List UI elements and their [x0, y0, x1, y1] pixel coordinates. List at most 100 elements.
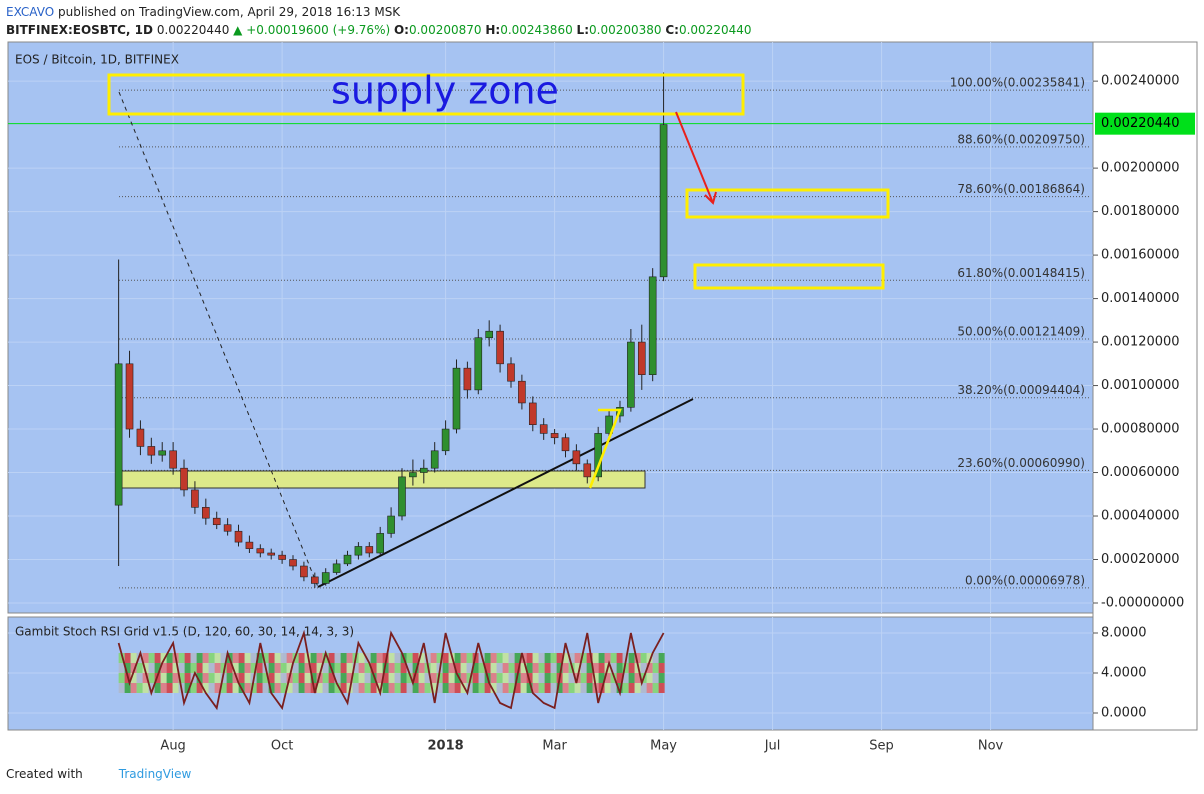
heat-cell: [382, 683, 389, 693]
heat-cell: [388, 683, 395, 693]
heat-cell: [196, 683, 203, 693]
heat-cell: [520, 673, 527, 683]
heat-cell: [484, 683, 491, 693]
heat-cell: [598, 653, 605, 663]
heat-cell: [352, 663, 359, 673]
heat-cell: [436, 673, 443, 683]
heat-cell: [532, 653, 539, 663]
y-tick-label: 0.00140000: [1101, 291, 1180, 306]
heat-cell: [202, 653, 209, 663]
y-tick-label: 0.00040000: [1101, 509, 1180, 524]
heat-cell: [400, 683, 407, 693]
heat-cell: [442, 673, 449, 683]
heat-cell: [370, 663, 377, 673]
heat-cell: [388, 653, 395, 663]
heat-cell: [640, 663, 647, 673]
heat-cell: [172, 683, 179, 693]
heat-cell: [298, 683, 305, 693]
heat-cell: [376, 663, 383, 673]
y-tick-label: 0.00160000: [1101, 248, 1180, 263]
heat-cell: [442, 653, 449, 663]
heat-cell: [316, 683, 323, 693]
candle-body: [648, 276, 657, 375]
fib-label: 61.80%(0.00148415): [957, 266, 1085, 280]
heat-cell: [364, 663, 371, 673]
heat-cell: [550, 683, 557, 693]
candle-body: [343, 554, 352, 565]
close: 0.00220440: [678, 23, 752, 37]
heat-cell: [454, 683, 461, 693]
candle-body: [561, 437, 570, 452]
heat-cell: [634, 683, 641, 693]
candle-body: [365, 546, 374, 554]
heat-cell: [376, 653, 383, 663]
heat-cell: [154, 683, 161, 693]
heat-cell: [364, 673, 371, 683]
heat-cell: [262, 653, 269, 663]
heat-cell: [166, 683, 173, 693]
candle-body: [659, 124, 668, 278]
candle-body: [605, 415, 613, 434]
candle-body: [311, 576, 319, 584]
c-label: C:: [665, 23, 679, 37]
x-tick-label: May: [650, 739, 677, 754]
heat-cell: [388, 663, 395, 673]
y-tick-label: 0.00240000: [1101, 74, 1180, 89]
o-label: O:: [393, 23, 409, 37]
footer: Created with TradingView: [6, 767, 191, 781]
heat-cell: [520, 683, 527, 693]
heat-cell: [196, 673, 203, 683]
heat-cell: [358, 683, 365, 693]
heat-cell: [640, 653, 647, 663]
heat-cell: [412, 653, 419, 663]
fib-label: 88.60%(0.00209750): [957, 132, 1085, 146]
heat-cell: [286, 653, 293, 663]
heat-cell: [496, 653, 503, 663]
heat-cell: [124, 653, 131, 663]
brand[interactable]: TradingView: [118, 767, 192, 781]
x-tick-label: Jul: [764, 739, 781, 754]
heat-cell: [646, 683, 653, 693]
heat-cell: [232, 683, 239, 693]
candle-body: [169, 450, 177, 469]
open: 0.00200870: [408, 23, 482, 37]
heat-cell: [364, 653, 371, 663]
heat-cell: [544, 683, 551, 693]
heat-cell: [586, 653, 593, 663]
heat-cell: [418, 683, 425, 693]
heat-cell: [214, 653, 221, 663]
heat-cell: [514, 653, 521, 663]
heat-cell: [226, 683, 233, 693]
heat-cell: [412, 683, 419, 693]
heat-cell: [436, 653, 443, 663]
price-tag: [1095, 112, 1195, 135]
candle-body: [234, 530, 243, 543]
heat-cell: [286, 683, 293, 693]
heat-cell: [514, 683, 521, 693]
heat-cell: [208, 653, 215, 663]
heat-cell: [184, 653, 191, 663]
heat-cell: [412, 663, 419, 673]
heat-cell: [346, 653, 353, 663]
heat-cell: [160, 673, 167, 683]
heat-cell: [538, 653, 545, 663]
heat-cell: [604, 683, 611, 693]
heat-cell: [322, 653, 329, 663]
chart-title: EOS / Bitcoin, 1D, BITFINEX: [15, 53, 179, 67]
heat-cell: [646, 653, 653, 663]
author[interactable]: EXCAVO: [6, 5, 55, 19]
heat-cell: [634, 653, 641, 663]
heat-cell: [442, 663, 449, 673]
y-tick-label: 0.00200000: [1101, 161, 1180, 176]
l-label: L:: [576, 23, 589, 37]
heat-cell: [148, 673, 155, 683]
heat-cell: [154, 663, 161, 673]
heat-cell: [592, 663, 599, 673]
heat-cell: [328, 653, 335, 663]
heat-cell: [382, 653, 389, 663]
heat-cell: [220, 683, 227, 693]
heat-cell: [322, 683, 329, 693]
heat-cell: [358, 653, 365, 663]
fib-label: 50.00%(0.00121409): [957, 325, 1085, 339]
